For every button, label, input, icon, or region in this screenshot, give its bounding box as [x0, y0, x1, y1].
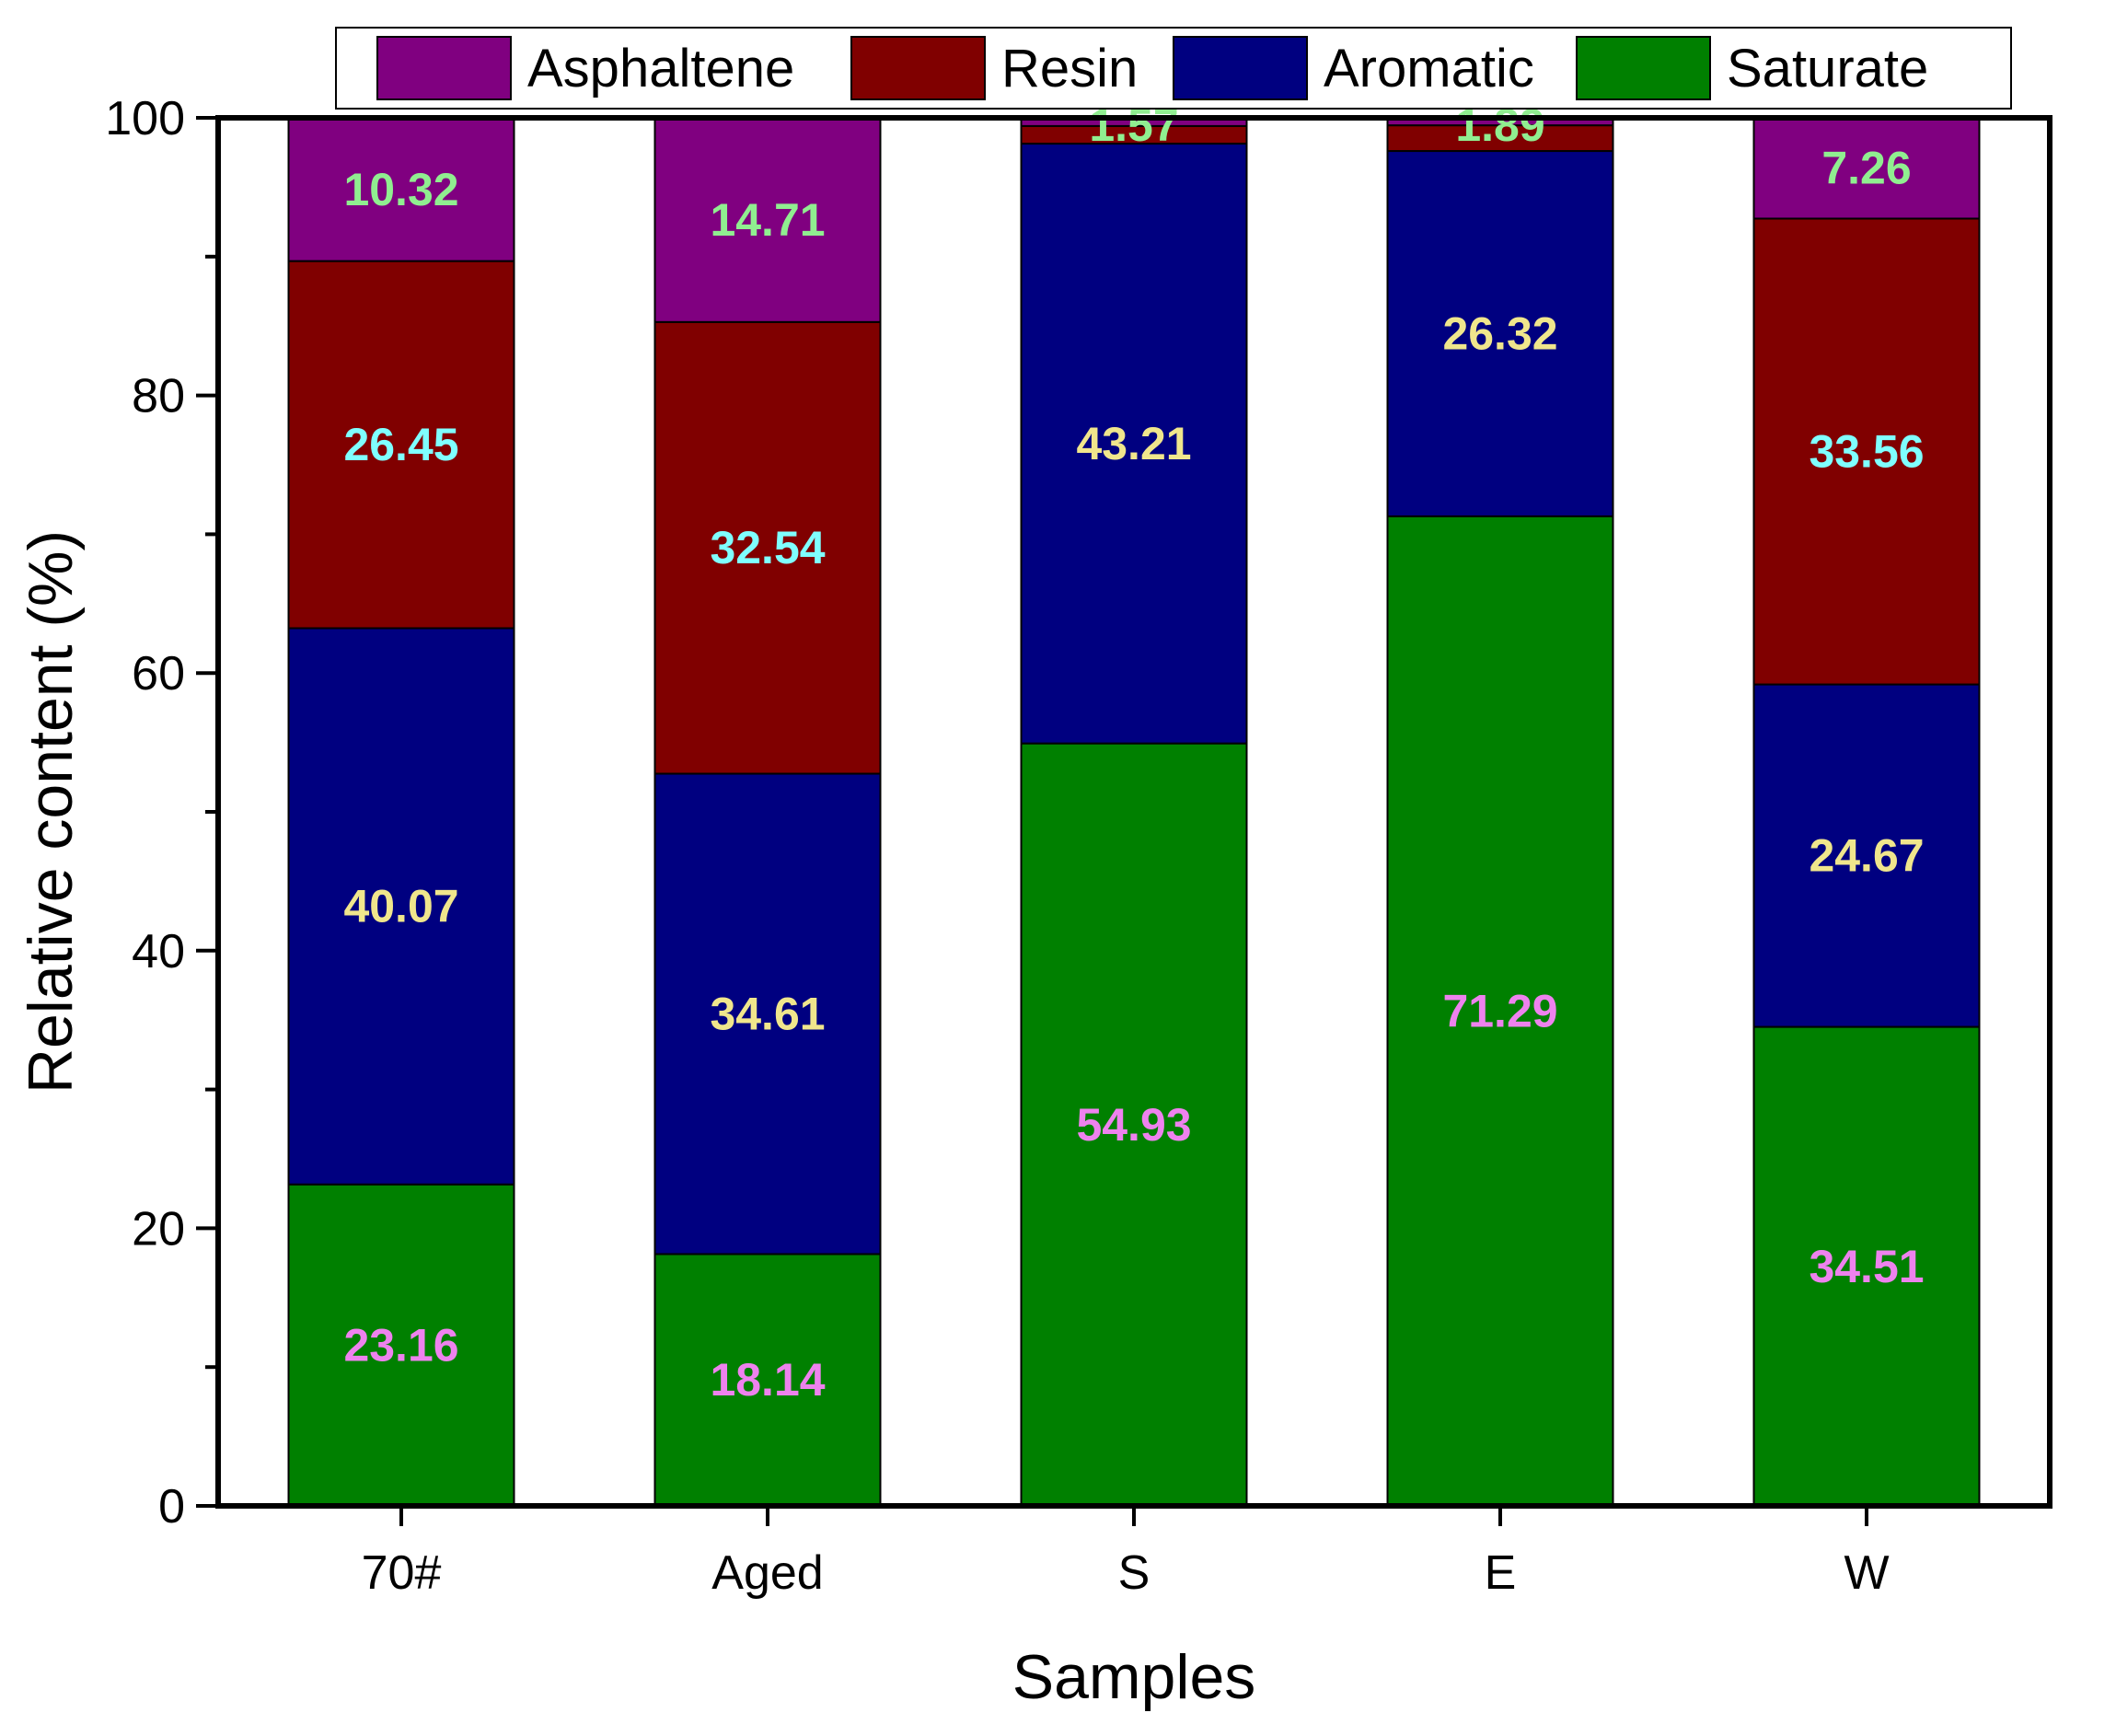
data-label-saturate-s: 54.93: [1076, 1099, 1191, 1151]
data-label-resin-w: 33.56: [1809, 426, 1924, 478]
legend-label-resin: Resin: [1001, 39, 1138, 98]
legend-label-asphaltene: Asphaltene: [527, 39, 794, 98]
data-label-aromatic-aged: 34.61: [710, 988, 825, 1039]
x-tick-label-w: W: [1844, 1546, 1889, 1600]
y-tick-label: 20: [132, 1202, 185, 1256]
data-label-saturate-e: 71.29: [1442, 985, 1557, 1036]
x-tick-label-e: E: [1485, 1546, 1517, 1600]
legend-swatch-asphaltene: [376, 36, 512, 100]
data-label-aromatic-s: 43.21: [1076, 418, 1191, 469]
bar-asphaltene-aged: [653, 117, 882, 323]
legend-label-aromatic: Aromatic: [1324, 39, 1534, 98]
y-tick-label: 80: [132, 370, 185, 423]
bar-asphaltene-70: [287, 117, 515, 262]
axes-layer: 0 20 40 60 80 100 70# Aged S E W: [105, 92, 2052, 1600]
bar-aromatic-aged: [653, 772, 882, 1256]
bars-layer: [287, 117, 1981, 1508]
bar-saturate-aged: [653, 1253, 882, 1508]
bar-saturate-70: [287, 1183, 515, 1507]
y-tick-label: 0: [158, 1480, 185, 1533]
data-label-saturate-70: 23.16: [343, 1319, 458, 1371]
legend-swatch-saturate: [1576, 36, 1711, 100]
y-tick-label: 100: [105, 92, 185, 145]
legend-label-saturate: Saturate: [1727, 39, 1928, 98]
x-tick-label-s: S: [1118, 1546, 1151, 1600]
bar-saturate-w: [1752, 1025, 1981, 1508]
bar-aromatic-s: [1020, 143, 1248, 745]
bar-aromatic-70: [287, 627, 515, 1186]
legend: Asphaltene Resin Aromatic Saturate: [335, 27, 2012, 110]
y-tick-label: 40: [132, 925, 185, 978]
bar-resin-w: [1752, 217, 1981, 686]
bar-resin-aged: [653, 320, 882, 775]
data-label-saturate-aged: 18.14: [710, 1354, 825, 1406]
data-label-asphaltene-w: 7.26: [1821, 143, 1911, 194]
x-axis-title: Samples: [1012, 1642, 1256, 1712]
bar-aromatic-w: [1752, 683, 1981, 1028]
data-label-aromatic-w: 24.67: [1809, 830, 1924, 882]
legend-swatch-aromatic: [1173, 36, 1308, 100]
data-label-resin-70: 26.45: [343, 419, 458, 470]
data-label-asphaltene-70: 10.32: [343, 164, 458, 215]
bar-saturate-e: [1386, 515, 1614, 1507]
bar-asphaltene-w: [1752, 117, 1981, 220]
data-label-aromatic-70: 40.07: [343, 881, 458, 932]
data-label-aromatic-e: 26.32: [1442, 307, 1557, 359]
data-label-saturate-w: 34.51: [1809, 1241, 1924, 1292]
y-tick-label: 60: [132, 647, 185, 700]
x-tick-label-70: 70#: [362, 1546, 442, 1600]
bar-aromatic-e: [1386, 150, 1614, 517]
bar-resin-e: [1386, 124, 1614, 153]
x-tick-label-aged: Aged: [711, 1546, 823, 1600]
legend-swatch-resin: [850, 36, 986, 100]
y-axis-title: Relative content (%): [16, 530, 86, 1094]
data-label-resin-aged: 32.54: [710, 522, 825, 573]
data-label-asphaltene-aged: 14.71: [710, 194, 825, 246]
